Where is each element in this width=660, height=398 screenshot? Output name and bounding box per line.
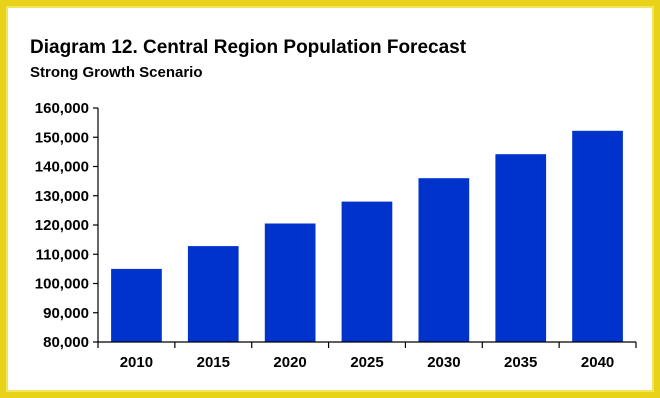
- chart-title: Diagram 12. Central Region Population Fo…: [30, 37, 467, 58]
- bar-2025: [341, 201, 393, 342]
- bar-2030: [418, 178, 470, 342]
- x-tick-label: 2020: [273, 354, 306, 371]
- bar-2015: [187, 246, 239, 342]
- bar-2035: [495, 154, 547, 342]
- x-tick-label: 2030: [427, 354, 460, 371]
- y-tick-label: 140,000: [35, 159, 89, 176]
- y-tick-label: 150,000: [35, 129, 89, 146]
- y-tick-label: 110,000: [36, 246, 89, 263]
- x-tick-label: 2040: [581, 354, 614, 371]
- x-tick-label: 2025: [350, 354, 383, 371]
- y-tick-label: 130,000: [35, 188, 89, 205]
- bar-2040: [572, 130, 623, 342]
- y-tick-label: 120,000: [35, 217, 89, 234]
- y-tick-label: 160,000: [35, 100, 89, 117]
- bar-2020: [264, 223, 316, 342]
- y-tick-label: 100,000: [35, 276, 89, 293]
- y-tick-label: 80,000: [43, 334, 89, 351]
- chart-subtitle: Strong Growth Scenario: [30, 64, 203, 81]
- y-tick-label: 90,000: [43, 305, 89, 322]
- bars-layer: [111, 130, 623, 342]
- y-tick-labels: 80,000 90,000 100,000 110,000 120,000 130,000…: [35, 100, 89, 351]
- x-tick-label: 2010: [120, 354, 153, 371]
- bar-2010: [111, 268, 162, 342]
- x-tick-label: 2035: [504, 354, 537, 371]
- axes-layer: [93, 107, 637, 348]
- x-tick-labels: 2010 2015 2020 2025 2030 2035 2040: [120, 354, 615, 371]
- x-tick-label: 2015: [197, 354, 230, 371]
